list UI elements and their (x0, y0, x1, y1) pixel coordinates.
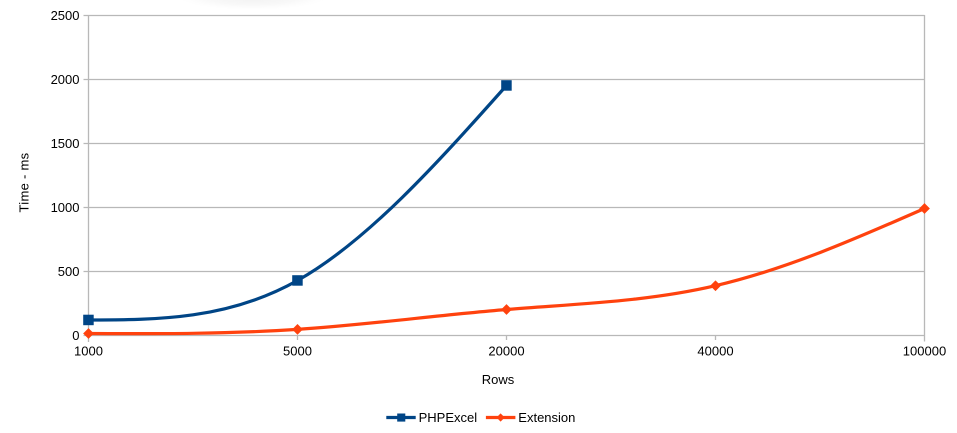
svg-text:2000: 2000 (51, 72, 80, 87)
svg-text:100000: 100000 (903, 344, 946, 359)
svg-text:PHPExcel: PHPExcel (419, 410, 478, 425)
svg-text:1500: 1500 (51, 136, 80, 151)
svg-text:Extension: Extension (518, 410, 575, 425)
svg-text:5000: 5000 (283, 344, 312, 359)
svg-text:20000: 20000 (488, 344, 524, 359)
svg-text:0: 0 (72, 328, 79, 343)
svg-text:500: 500 (58, 264, 80, 279)
svg-text:40000: 40000 (697, 344, 733, 359)
svg-text:2500: 2500 (51, 8, 80, 23)
svg-text:1000: 1000 (51, 200, 80, 215)
svg-text:Time - ms: Time - ms (17, 152, 32, 212)
svg-text:Rows: Rows (482, 372, 515, 387)
svg-text:1000: 1000 (74, 344, 103, 359)
